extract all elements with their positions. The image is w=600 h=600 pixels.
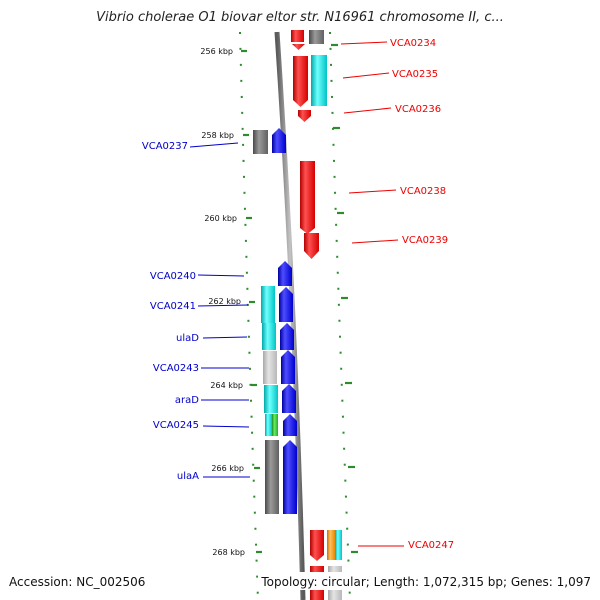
gene-block[interactable] xyxy=(281,350,295,384)
gene-block[interactable] xyxy=(310,530,324,561)
gene-label-vca0239[interactable]: VCA0239 xyxy=(402,235,448,246)
gene-block[interactable] xyxy=(311,55,327,106)
reverse-strand-genes xyxy=(253,128,297,514)
gene-block[interactable] xyxy=(263,351,277,384)
major-ticks xyxy=(241,43,358,554)
left-label-leaders xyxy=(189,142,250,478)
footer-backdrop-left xyxy=(6,572,146,590)
gene-block[interactable] xyxy=(261,286,275,323)
gene-label-vca0240[interactable]: VCA0240 xyxy=(150,271,196,282)
scale-label-264: 264 kbp xyxy=(210,381,243,390)
gene-block[interactable] xyxy=(253,130,268,154)
gene-label-ulaa[interactable]: ulaA xyxy=(177,471,199,482)
scale-label-262: 262 kbp xyxy=(208,297,241,306)
gene-block[interactable] xyxy=(272,414,278,436)
gene-block[interactable] xyxy=(279,287,293,322)
gene-label-vca0237[interactable]: VCA0237 xyxy=(142,141,188,152)
gene-block[interactable] xyxy=(298,110,311,122)
gene-label-arad[interactable]: araD xyxy=(175,395,199,406)
gene-block[interactable] xyxy=(264,385,278,413)
gene-label-vca0238[interactable]: VCA0238 xyxy=(400,186,446,197)
tick-track-right xyxy=(329,31,351,600)
gene-block[interactable] xyxy=(272,128,286,153)
gene-label-vca0234[interactable]: VCA0234 xyxy=(390,38,436,49)
gene-block[interactable] xyxy=(293,56,308,107)
scale-label-266: 266 kbp xyxy=(211,464,244,473)
gene-block[interactable] xyxy=(300,161,315,234)
gene-block[interactable] xyxy=(278,261,292,286)
gene-label-vca0243[interactable]: VCA0243 xyxy=(153,363,199,374)
right-label-leaders xyxy=(340,41,404,547)
gene-block[interactable] xyxy=(282,384,296,413)
gene-block[interactable] xyxy=(292,44,305,50)
gene-label-vca0245[interactable]: VCA0245 xyxy=(153,420,199,431)
scale-label-256: 256 kbp xyxy=(200,47,233,56)
scale-label-268: 268 kbp xyxy=(212,548,245,557)
scale-label-260: 260 kbp xyxy=(204,214,237,223)
accession-text: Accession: NC_002506 xyxy=(9,575,145,589)
map-title: Vibrio cholerae O1 biovar eltor str. N16… xyxy=(96,10,504,25)
gene-block[interactable] xyxy=(283,414,297,436)
gene-label-vca0236[interactable]: VCA0236 xyxy=(395,104,441,115)
gene-block[interactable] xyxy=(291,30,304,42)
gene-block[interactable] xyxy=(262,323,276,350)
gene-label-ulad[interactable]: ulaD xyxy=(176,333,199,344)
gene-block[interactable] xyxy=(265,414,272,436)
gene-block[interactable] xyxy=(304,233,319,259)
gene-label-vca0247[interactable]: VCA0247 xyxy=(408,540,454,551)
genome-summary-text: Topology: circular; Length: 1,072,315 bp… xyxy=(260,575,591,589)
gene-block[interactable] xyxy=(280,323,294,350)
gene-label-vca0241[interactable]: VCA0241 xyxy=(150,301,196,312)
gene-block[interactable] xyxy=(309,30,324,44)
gene-block[interactable] xyxy=(283,440,297,514)
tick-track-left xyxy=(239,31,259,600)
gene-block[interactable] xyxy=(335,530,342,560)
gene-block[interactable] xyxy=(265,440,279,514)
footer-backdrop-right xyxy=(258,572,594,590)
gene-block[interactable] xyxy=(327,530,335,560)
scale-label-258: 258 kbp xyxy=(201,131,234,140)
gene-label-vca0235[interactable]: VCA0235 xyxy=(392,69,438,80)
